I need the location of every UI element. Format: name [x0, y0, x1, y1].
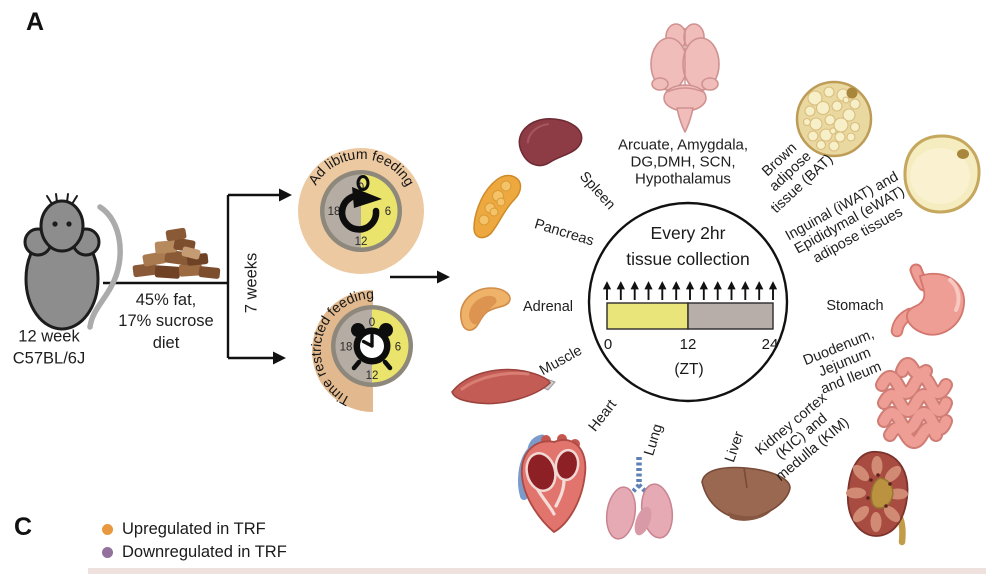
panel-label-c: C — [14, 513, 33, 541]
clock-tick: 18 — [340, 342, 353, 354]
legend-label-upregulated: Upregulated in TRF — [122, 520, 266, 538]
clock-tick: 12 — [366, 370, 379, 382]
zt-tick-0: 0 — [604, 336, 612, 353]
legend-label-downregulated: Downregulated in TRF — [122, 543, 287, 561]
stomach-icon — [890, 263, 965, 338]
collection-time-arrows — [602, 281, 778, 300]
dark-phase-bar — [687, 302, 774, 330]
downregulated-dot-icon — [102, 547, 113, 558]
next-panel-edge — [88, 568, 986, 574]
intestine-icon — [875, 357, 953, 449]
muscle-icon — [451, 368, 556, 405]
iwat-icon — [903, 134, 981, 214]
trf-clock: 0 6 12 18 Time restricted feeding — [308, 286, 413, 412]
liver-icon — [701, 466, 791, 521]
kidney-icon — [846, 451, 909, 546]
mouse-icon — [23, 193, 123, 331]
zt-tick-24: 24 — [762, 336, 779, 353]
heart-icon — [518, 434, 587, 534]
clock-tick: 12 — [355, 236, 368, 248]
mouse-label: 12 week C57BL/6J — [12, 327, 86, 368]
collection-title: Every 2hr tissue collection — [626, 222, 750, 269]
diet-label: 45% fat, 17% sucrose diet — [118, 290, 214, 352]
legend-row-upregulated: Upregulated in TRF — [102, 520, 266, 539]
brain-icon — [650, 23, 720, 133]
collection-circle: 0 12 24 (ZT) — [587, 201, 789, 403]
clock-tick: 0 — [369, 317, 375, 329]
spleen-icon — [518, 118, 583, 167]
stomach-label: Stomach — [826, 297, 884, 314]
clock-tick: 6 — [395, 342, 401, 354]
adrenal-icon — [460, 287, 511, 331]
duration-label: 7 weeks — [242, 252, 261, 314]
panel-label-a: A — [26, 8, 45, 36]
zt-tick-12: 12 — [680, 336, 697, 353]
cycle-arrow-icon — [338, 175, 382, 233]
legend-row-downregulated: Downregulated in TRF — [102, 543, 287, 562]
brain-label: Arcuate, Amygdala, DG,DMH, SCN, Hypothal… — [617, 136, 749, 188]
alarm-clock-icon — [351, 323, 393, 371]
food-icon — [132, 227, 221, 279]
bat-icon — [795, 80, 873, 158]
zt-axis-label: (ZT) — [674, 361, 703, 378]
ad-libitum-clock: 0 6 12 18 Ad libitum feeding — [298, 146, 424, 274]
upregulated-dot-icon — [102, 524, 113, 535]
pancreas-icon — [473, 174, 522, 239]
light-phase-bar — [606, 302, 689, 330]
adrenal-label: Adrenal — [523, 298, 573, 315]
clock-tick: 6 — [385, 206, 391, 218]
lung-icon — [605, 457, 674, 540]
clock-tick: 18 — [328, 206, 341, 218]
